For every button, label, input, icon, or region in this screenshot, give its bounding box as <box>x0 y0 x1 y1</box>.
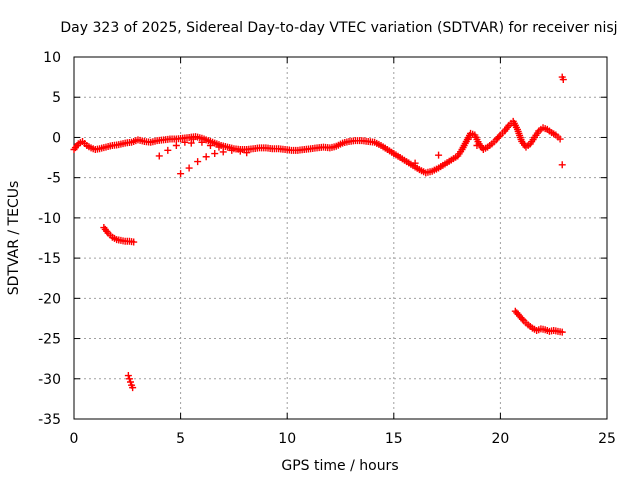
x-axis-label: GPS time / hours <box>281 458 398 474</box>
point-lower-branches <box>194 158 202 166</box>
x-tick-labels: 0 5 10 15 20 25 <box>70 431 616 447</box>
point-main-band <box>556 135 564 143</box>
point-lower-branches <box>435 151 443 159</box>
point-segment-late <box>518 315 526 323</box>
x-tick-label: 10 <box>278 431 296 447</box>
point-lower-branches <box>236 147 244 155</box>
point-lower-branches <box>411 159 419 167</box>
chart-title: Day 323 of 2025, Sidereal Day-to-day VTE… <box>60 20 617 36</box>
y-tick-label: 5 <box>52 90 61 106</box>
y-tick-label: -35 <box>38 412 61 428</box>
point-main-band <box>495 133 503 141</box>
point-segment-early-low <box>125 375 133 383</box>
y-tick-label: -20 <box>38 291 61 307</box>
point-lower-branches <box>464 135 472 143</box>
point-lower-branches <box>172 141 180 149</box>
point-lower-branches <box>228 146 236 154</box>
plot-frame <box>73 56 608 420</box>
axis-ticks <box>73 56 608 420</box>
y-tick-label: 0 <box>52 130 61 146</box>
point-lower-branches <box>155 152 163 160</box>
grid-lines <box>74 57 607 419</box>
point-segment-early-low <box>124 372 132 380</box>
y-tick-label: -10 <box>38 211 61 227</box>
x-tick-label: 0 <box>70 431 79 447</box>
point-lower-branches <box>187 139 195 147</box>
x-tick-label: 5 <box>176 431 185 447</box>
point-lower-branches <box>177 170 185 178</box>
x-tick-label: 20 <box>491 431 509 447</box>
y-tick-label: 10 <box>43 50 61 66</box>
point-lower-branches <box>206 141 214 149</box>
point-segment-early-low <box>126 378 134 386</box>
x-tick-label: 25 <box>598 431 616 447</box>
point-lower-branches <box>181 138 189 146</box>
point-segment-late <box>558 328 566 336</box>
point-lower-branches <box>219 148 227 156</box>
y-tick-label: -15 <box>38 251 61 267</box>
point-lower-branches <box>202 153 210 161</box>
y-tick-labels: 10 5 0 -5 -10 -15 -20 -25 -30 -35 <box>38 50 61 428</box>
point-lower-branches <box>164 146 172 154</box>
point-lower-branches <box>185 164 193 172</box>
point-lower-branches <box>473 141 481 149</box>
y-tick-label: -25 <box>38 332 61 348</box>
point-lower-branches <box>189 135 197 143</box>
y-tick-label: -30 <box>38 372 61 388</box>
point-lower-branches <box>198 138 206 146</box>
point-outliers <box>559 76 567 84</box>
y-tick-label: -5 <box>47 171 61 187</box>
y-axis-label: SDTVAR / TECUs <box>6 181 22 296</box>
point-segment-early <box>130 238 138 246</box>
point-lower-branches <box>243 149 251 157</box>
point-lower-branches <box>211 150 219 158</box>
data-points <box>70 73 567 392</box>
point-lower-branches <box>215 143 223 151</box>
point-outliers <box>558 161 566 169</box>
point-segment-early-low <box>129 384 137 392</box>
x-tick-label: 15 <box>385 431 403 447</box>
